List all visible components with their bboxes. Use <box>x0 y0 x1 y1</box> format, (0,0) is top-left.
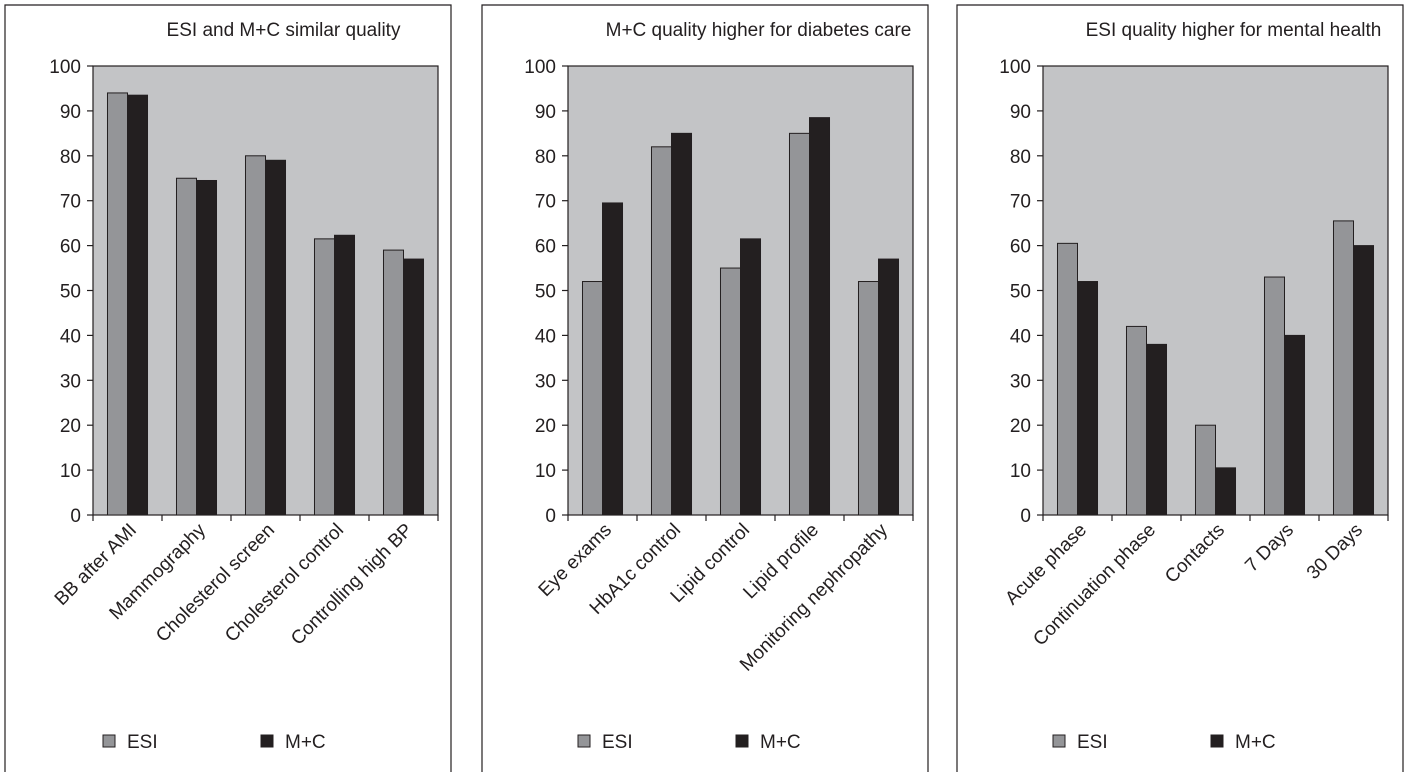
bar-esi <box>1057 243 1077 515</box>
chart-title: ESI quality higher for mental health <box>1086 20 1382 41</box>
y-tick-label: 20 <box>535 416 556 437</box>
y-tick-label: 0 <box>1020 506 1031 527</box>
bar-mc <box>128 95 148 515</box>
bar-mc <box>603 203 623 515</box>
bar-esi <box>1333 221 1353 515</box>
chart-panel-3: ESI quality higher for mental health 0 10 2… <box>957 5 1403 772</box>
bar-mc <box>879 259 899 515</box>
y-tick-label: 30 <box>60 371 81 392</box>
y-tick-label: 60 <box>1010 237 1031 258</box>
y-tick-label: 30 <box>535 371 556 392</box>
legend-label: ESI <box>602 732 633 753</box>
y-tick-label: 100 <box>49 57 81 78</box>
y-tick-label: 40 <box>1010 326 1031 347</box>
y-tick-label: 60 <box>535 237 556 258</box>
legend-label: M+C <box>1235 732 1276 753</box>
bar-esi <box>383 250 403 515</box>
bar-mc <box>1216 468 1236 515</box>
bar-mc <box>266 160 286 515</box>
legend-swatch-mc <box>261 735 273 747</box>
y-tick-label: 70 <box>1010 192 1031 213</box>
bar-mc <box>672 133 692 515</box>
y-tick-label: 100 <box>524 57 556 78</box>
y-tick-label: 50 <box>60 282 81 303</box>
legend-swatch-esi <box>1053 735 1065 747</box>
legend-label: M+C <box>760 732 801 753</box>
bar-mc <box>404 259 424 515</box>
y-tick-label: 10 <box>1010 461 1031 482</box>
y-tick-label: 10 <box>535 461 556 482</box>
bar-mc <box>741 239 761 515</box>
bar-esi <box>1126 326 1146 515</box>
y-tick-label: 50 <box>535 282 556 303</box>
bar-mc <box>1285 335 1305 515</box>
chart-panel-1: ESI and M+C similar quality 0 10 20 30 40 50 60… <box>5 5 451 772</box>
bar-esi <box>314 239 334 515</box>
y-tick-label: 40 <box>60 326 81 347</box>
y-tick-label: 80 <box>60 147 81 168</box>
legend-label: M+C <box>285 732 326 753</box>
y-tick-label: 10 <box>60 461 81 482</box>
y-tick-label: 70 <box>60 192 81 213</box>
y-tick-label: 20 <box>60 416 81 437</box>
legend-swatch-mc <box>736 735 748 747</box>
bar-mc <box>335 235 355 515</box>
bar-esi <box>789 133 809 515</box>
chart-title: ESI and M+C similar quality <box>167 20 401 41</box>
bar-esi <box>245 156 265 515</box>
bar-esi <box>107 93 127 515</box>
y-tick-label: 0 <box>545 506 556 527</box>
chart-panel-2: M+C quality higher for diabetes care 0 10 2… <box>482 5 928 772</box>
legend-label: ESI <box>1077 732 1108 753</box>
bar-esi <box>1195 425 1215 515</box>
bar-esi <box>176 178 196 515</box>
chart-title: M+C quality higher for diabetes care <box>606 20 912 41</box>
bar-mc <box>810 118 830 515</box>
y-tick-label: 70 <box>535 192 556 213</box>
y-tick-label: 80 <box>535 147 556 168</box>
legend-swatch-esi <box>103 735 115 747</box>
legend-label: ESI <box>127 732 158 753</box>
bar-esi <box>720 268 740 515</box>
y-tick-label: 50 <box>1010 282 1031 303</box>
y-tick-label: 30 <box>1010 371 1031 392</box>
y-tick-label: 20 <box>1010 416 1031 437</box>
y-tick-label: 100 <box>999 57 1031 78</box>
y-tick-label: 40 <box>535 326 556 347</box>
y-tick-label: 90 <box>535 102 556 123</box>
y-tick-label: 90 <box>1010 102 1031 123</box>
bar-esi <box>651 147 671 515</box>
bar-mc <box>1078 282 1098 515</box>
legend-swatch-esi <box>578 735 590 747</box>
bar-mc <box>1354 246 1374 515</box>
y-tick-label: 60 <box>60 237 81 258</box>
bar-esi <box>582 282 602 515</box>
y-tick-label: 0 <box>70 506 81 527</box>
legend-swatch-mc <box>1211 735 1223 747</box>
bar-mc <box>197 180 217 515</box>
bar-esi <box>858 282 878 515</box>
bar-mc <box>1147 344 1167 515</box>
y-tick-label: 80 <box>1010 147 1031 168</box>
bar-esi <box>1264 277 1284 515</box>
y-tick-label: 90 <box>60 102 81 123</box>
